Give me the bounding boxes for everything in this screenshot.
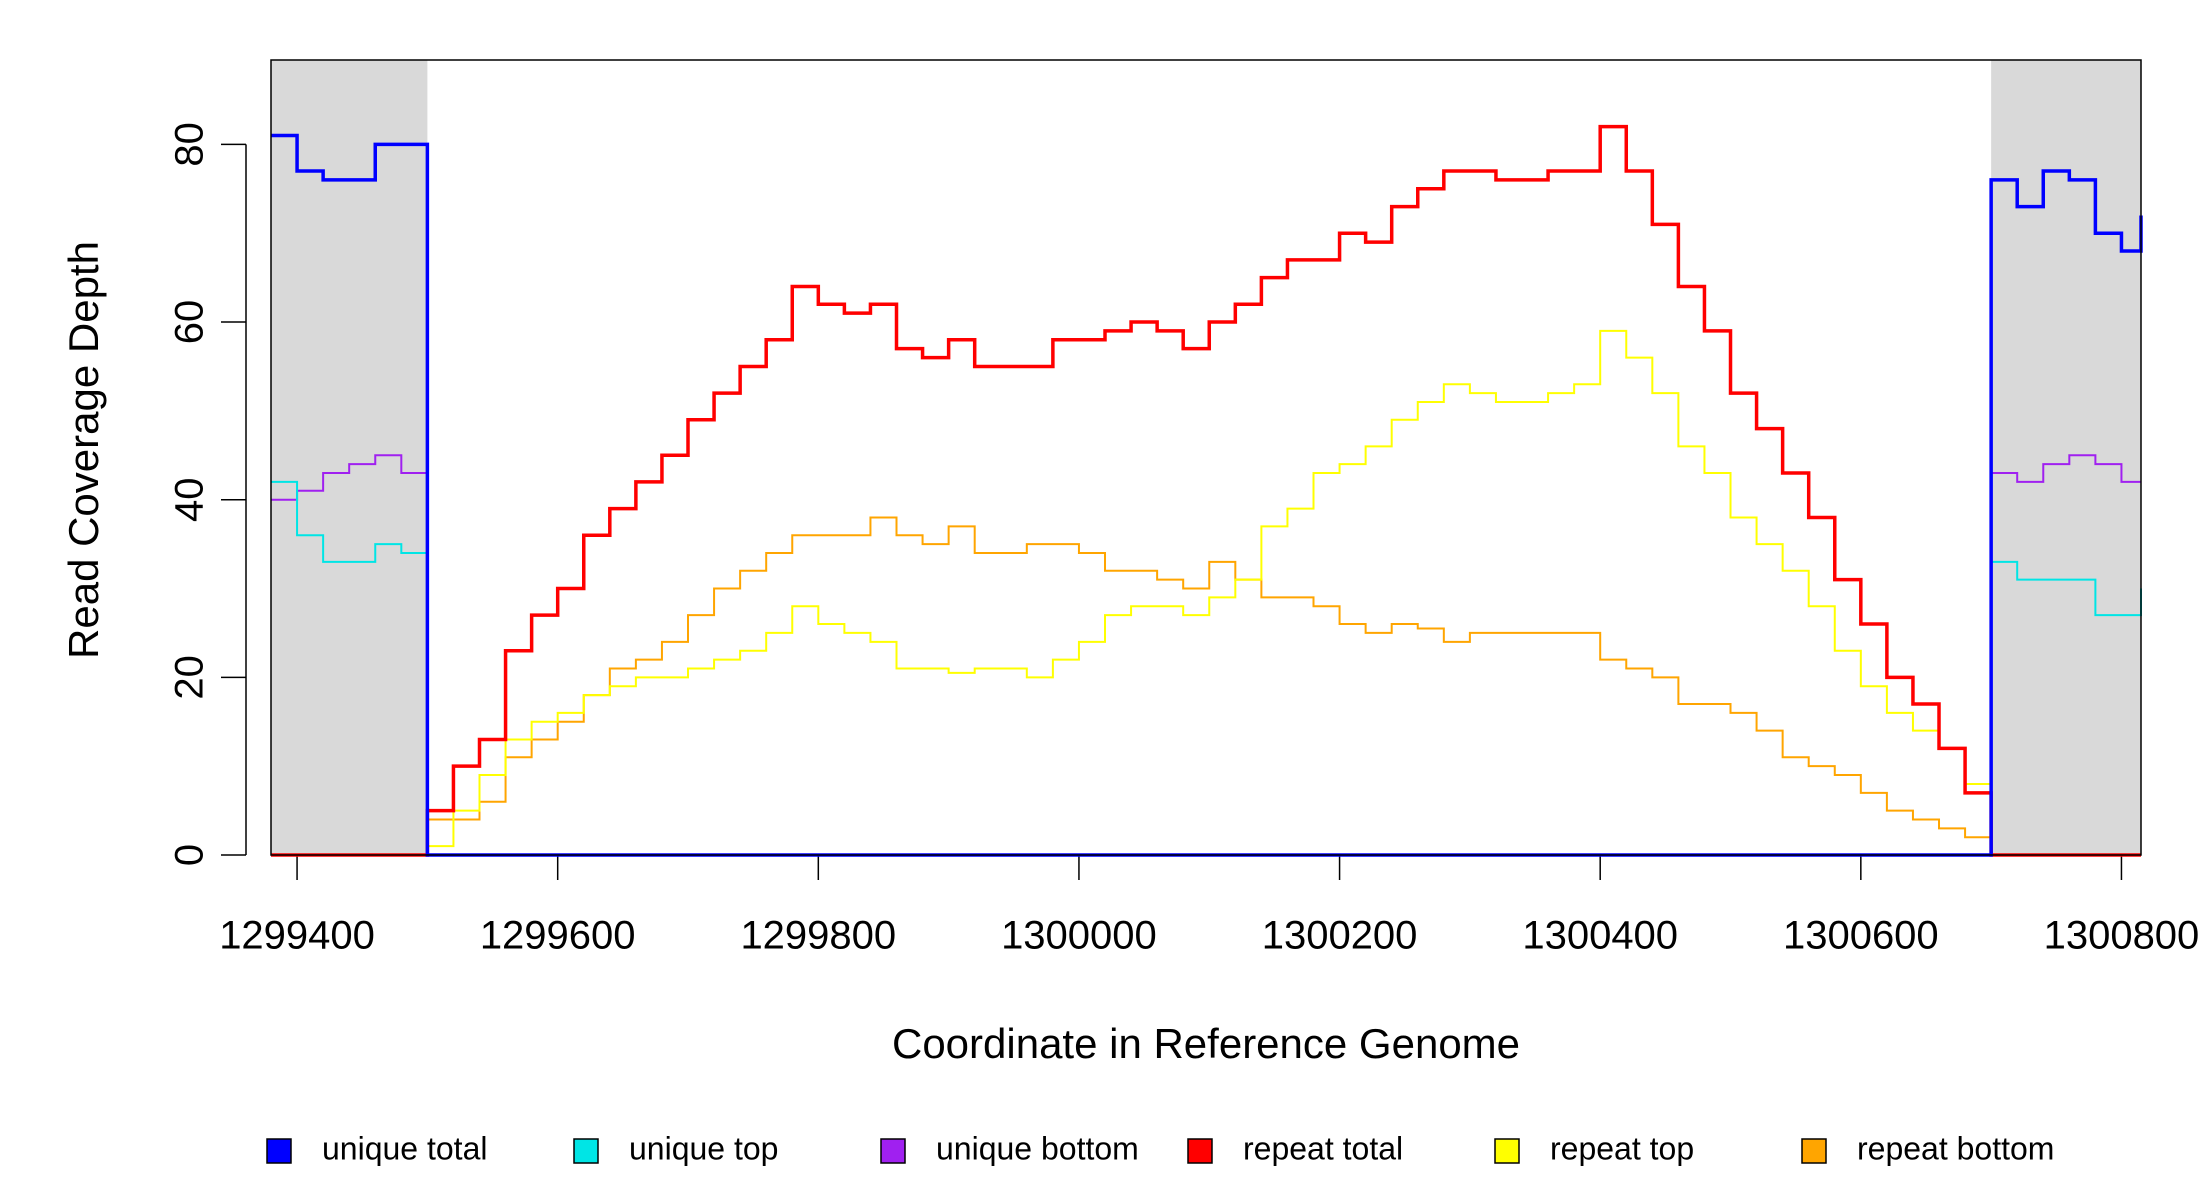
- series-line: [271, 516, 2141, 856]
- x-tick-label: 1299400: [219, 914, 375, 958]
- legend-swatch: [573, 1138, 599, 1164]
- x-axis-title: Coordinate in Reference Genome: [892, 1020, 1520, 1067]
- legend-label: repeat top: [1550, 1130, 1694, 1166]
- plot-frame: [270, 59, 2142, 856]
- y-tick-label: 20: [168, 655, 212, 700]
- y-tick-label: 80: [168, 122, 212, 167]
- series-line: [271, 133, 2143, 857]
- x-tick-label: 1300200: [1262, 914, 1418, 958]
- x-tick-label: 1299800: [740, 914, 896, 958]
- x-tick-label: 1300000: [1001, 914, 1157, 958]
- legend-label: unique bottom: [936, 1130, 1139, 1166]
- legend-label: repeat bottom: [1857, 1130, 2054, 1166]
- y-tick-label: 60: [168, 300, 212, 345]
- legend-swatch: [1187, 1138, 1213, 1164]
- legend-label: repeat total: [1243, 1130, 1403, 1166]
- y-tick-label: 0: [168, 844, 212, 866]
- legend-label: unique top: [629, 1130, 778, 1166]
- series-line: [271, 124, 2141, 857]
- legend-swatch: [1494, 1138, 1520, 1164]
- legend-swatch: [266, 1138, 292, 1164]
- legend-swatch: [1801, 1138, 1827, 1164]
- x-tick-label: 1300400: [1522, 914, 1678, 958]
- x-tick-label: 1300800: [2044, 914, 2200, 958]
- legend-swatch: [880, 1138, 906, 1164]
- series-line: [271, 329, 2141, 856]
- y-tick-label: 40: [168, 477, 212, 522]
- x-tick-label: 1300600: [1783, 914, 1939, 958]
- legend-label: unique total: [322, 1130, 487, 1166]
- y-axis-title: Read Coverage Depth: [60, 241, 107, 659]
- x-tick-label: 1299600: [480, 914, 636, 958]
